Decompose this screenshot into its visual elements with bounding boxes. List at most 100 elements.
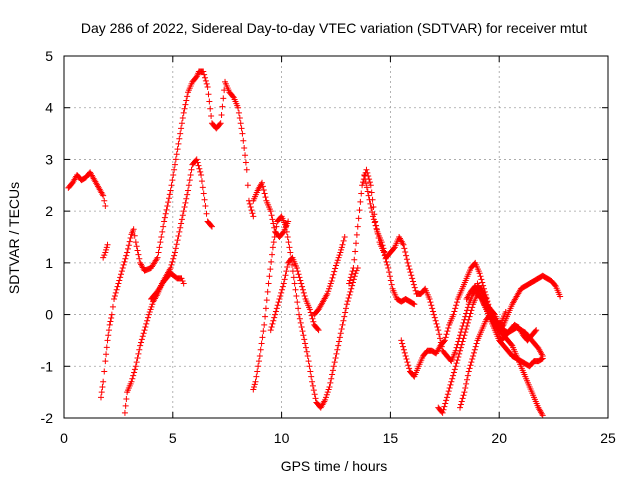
data-point xyxy=(239,130,246,137)
data-point xyxy=(469,304,476,311)
data-point xyxy=(453,299,460,306)
data-point xyxy=(401,349,408,356)
data-point xyxy=(160,223,167,230)
data-point xyxy=(539,352,546,359)
data-point xyxy=(261,190,268,197)
data-point xyxy=(255,363,262,370)
data-point xyxy=(168,261,175,268)
data-point xyxy=(159,228,166,235)
data-point xyxy=(135,251,142,258)
data-point xyxy=(349,268,356,275)
data-point xyxy=(144,317,151,324)
data-point xyxy=(454,357,461,364)
data-point xyxy=(178,120,185,127)
data-point xyxy=(338,326,345,333)
data-point xyxy=(296,315,303,322)
data-point xyxy=(477,273,484,280)
data-point xyxy=(412,287,419,294)
x-tick-label: 15 xyxy=(383,430,399,446)
data-point xyxy=(171,166,178,173)
data-point xyxy=(279,283,286,290)
data-point xyxy=(171,252,178,259)
data-point xyxy=(112,289,119,296)
data-point xyxy=(471,346,478,353)
data-point xyxy=(459,338,466,345)
data-point xyxy=(131,366,138,373)
data-point xyxy=(436,331,443,338)
data-point xyxy=(404,259,411,266)
data-point xyxy=(472,343,479,350)
data-point xyxy=(410,300,417,307)
data-point xyxy=(105,327,112,334)
chart-title: Day 286 of 2022, Sidereal Day-to-day VTE… xyxy=(81,20,587,36)
data-point xyxy=(184,93,191,100)
data-point xyxy=(464,372,471,379)
data-point xyxy=(181,105,188,112)
y-tick-label: -1 xyxy=(41,358,54,374)
data-point xyxy=(131,369,138,376)
data-point xyxy=(208,112,215,119)
data-point xyxy=(466,365,473,372)
data-point xyxy=(295,271,302,278)
data-point xyxy=(203,80,210,87)
data-point xyxy=(177,224,184,231)
data-point xyxy=(248,207,255,214)
data-point xyxy=(539,412,546,419)
data-point xyxy=(387,277,394,284)
data-point xyxy=(278,289,285,296)
data-point xyxy=(300,332,307,339)
data-point xyxy=(463,380,470,387)
data-point xyxy=(163,206,170,213)
data-point xyxy=(183,195,190,202)
data-point xyxy=(271,234,278,240)
data-point xyxy=(173,151,180,158)
data-point xyxy=(334,346,341,353)
data-point xyxy=(366,196,373,203)
data-point xyxy=(282,223,289,230)
data-point xyxy=(283,228,290,235)
data-point xyxy=(329,371,336,378)
data-point xyxy=(456,350,463,357)
data-point xyxy=(363,184,370,191)
data-point xyxy=(143,320,150,327)
data-point xyxy=(131,232,138,239)
data-point xyxy=(386,269,393,276)
data-point xyxy=(339,321,346,328)
data-point xyxy=(175,140,182,147)
data-point xyxy=(172,245,179,252)
data-point xyxy=(367,182,374,189)
data-point xyxy=(432,317,439,324)
y-tick-label: 2 xyxy=(45,203,53,219)
data-point xyxy=(202,202,209,209)
data-point xyxy=(322,396,329,403)
data-point xyxy=(99,383,106,390)
data-point xyxy=(330,271,337,278)
data-point xyxy=(105,332,112,339)
data-point xyxy=(463,322,470,329)
data-point xyxy=(115,280,122,287)
data-point xyxy=(381,248,388,255)
data-point xyxy=(459,395,466,402)
data-point xyxy=(178,220,185,227)
data-point xyxy=(235,104,242,111)
data-point xyxy=(185,182,192,189)
data-point xyxy=(164,202,171,209)
data-point xyxy=(371,219,378,226)
data-point xyxy=(337,249,344,256)
data-point xyxy=(373,225,380,232)
x-tick-label: 5 xyxy=(169,430,177,446)
data-point xyxy=(135,350,142,357)
data-point xyxy=(121,409,128,416)
data-point xyxy=(262,305,269,312)
data-point xyxy=(324,389,331,396)
data-point xyxy=(269,244,276,251)
data-point xyxy=(208,222,215,229)
data-point xyxy=(325,386,332,393)
data-point xyxy=(532,328,539,335)
y-tick-label: -2 xyxy=(41,410,54,426)
data-point xyxy=(202,77,209,84)
data-point xyxy=(335,254,342,261)
data-point xyxy=(183,97,190,104)
data-point xyxy=(326,383,333,390)
data-point xyxy=(274,302,281,309)
